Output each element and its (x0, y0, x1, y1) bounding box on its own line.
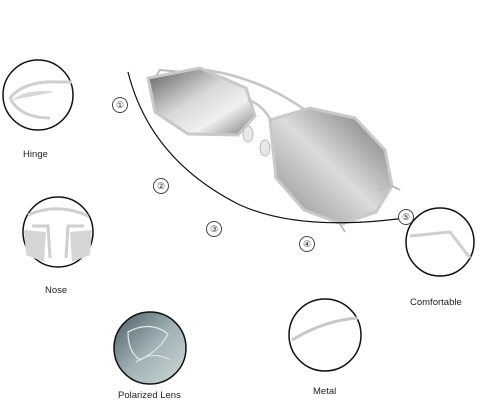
marker-3: ③ (206, 221, 222, 237)
label-polarized-lens: Polarized Lens (118, 390, 181, 401)
label-metal: Metal (313, 386, 337, 397)
label-hinge: Hinge (23, 149, 48, 160)
marker-1: ① (112, 97, 128, 113)
marker-2: ② (153, 178, 169, 194)
sunglasses-main (146, 66, 401, 233)
metal-detail-circle (288, 298, 362, 372)
label-nose: Nose (45, 285, 68, 296)
label-comfortable: Comfortable (410, 297, 462, 308)
callout-arc (127, 71, 406, 224)
polarized-lens-circle (113, 311, 187, 385)
hinge-detail-circle (2, 59, 74, 131)
right-lens (268, 106, 394, 226)
double-bridge (205, 68, 306, 112)
marker-5: ⑤ (398, 209, 414, 225)
marker-4: ④ (299, 236, 315, 252)
nose-detail-circle (22, 196, 94, 268)
comfortable-detail-circle (405, 207, 475, 277)
